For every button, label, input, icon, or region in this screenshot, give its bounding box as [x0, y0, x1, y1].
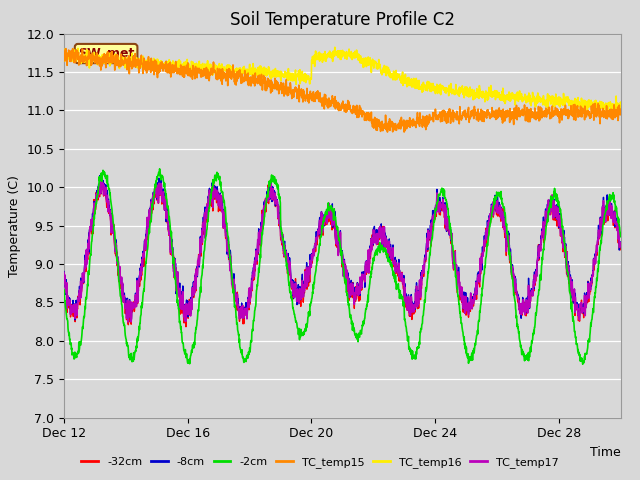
Legend: -32cm, -8cm, -2cm, TC_temp15, TC_temp16, TC_temp17: -32cm, -8cm, -2cm, TC_temp15, TC_temp16,…	[77, 452, 563, 472]
X-axis label: Time: Time	[590, 446, 621, 459]
Text: SW_met: SW_met	[78, 47, 134, 60]
Title: Soil Temperature Profile C2: Soil Temperature Profile C2	[230, 11, 455, 29]
Y-axis label: Temperature (C): Temperature (C)	[8, 175, 21, 276]
